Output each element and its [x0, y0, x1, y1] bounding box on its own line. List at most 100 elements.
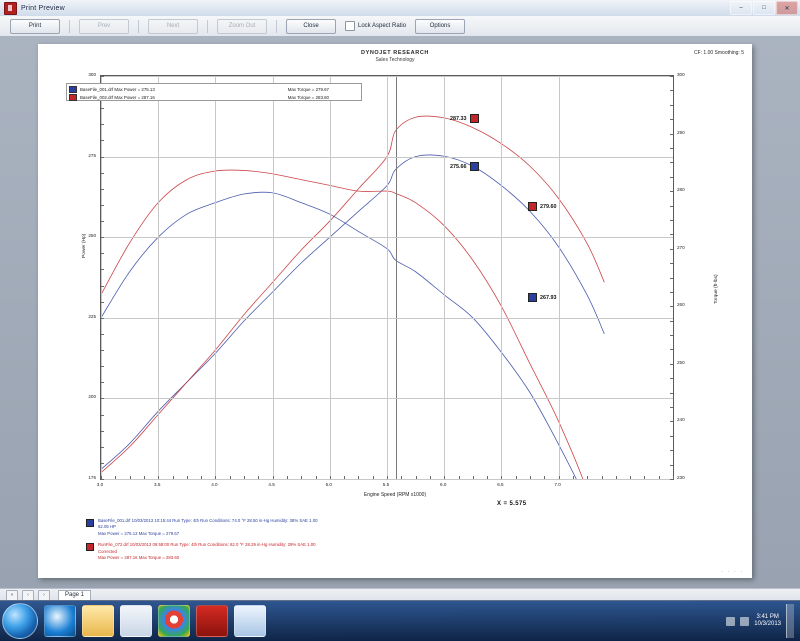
legend-row: BaseFile_001.drf Max Power = 275.13 Max …	[69, 85, 359, 93]
prev-page-nav-button[interactable]: ‹	[22, 589, 34, 601]
first-page-button[interactable]: «	[6, 589, 18, 601]
maximize-button[interactable]: □	[753, 1, 775, 15]
taskbar-dynojet-icon[interactable]	[196, 605, 228, 637]
x-minor-tick	[186, 476, 188, 479]
y-minor-tick-right	[670, 335, 673, 337]
tray-clock[interactable]: 3:41 PM 10/3/2013	[754, 614, 781, 629]
y-minor-tick-left	[101, 350, 104, 352]
options-button[interactable]: Options	[415, 18, 466, 34]
print-preview-window: Print Preview – □ ✕ Print Prev Next Zoom…	[0, 0, 800, 601]
y-minor-tick-left	[101, 317, 104, 319]
x-minor-tick	[372, 476, 374, 479]
x-minor-tick	[515, 476, 517, 479]
x-minor-tick	[143, 476, 145, 479]
lock-aspect-ratio-label: Lock Aspect Ratio	[358, 23, 407, 29]
next-page-button[interactable]: Next	[148, 18, 198, 34]
y-minor-tick-left	[101, 204, 104, 206]
run2-line-3: Max Power = 287.16 Max Torque = 283.60	[98, 555, 180, 561]
taskbar-chrome-icon[interactable]	[158, 605, 190, 637]
x-minor-tick	[415, 476, 417, 479]
tray-network-icon[interactable]	[726, 616, 736, 626]
blue-power-marker	[469, 162, 479, 171]
blue-power-value: 275.66	[450, 163, 467, 170]
minimize-button[interactable]: –	[730, 1, 752, 15]
taskbar-media-player-icon[interactable]	[120, 605, 152, 637]
start-button-icon[interactable]	[2, 603, 38, 639]
checkbox-box[interactable]	[345, 21, 355, 31]
x-minor-tick	[286, 476, 288, 479]
gridline-vertical	[101, 76, 102, 479]
y-minor-tick-right	[670, 435, 673, 437]
printed-page: DYNOJET RESEARCH Sales Technology CF: 1.…	[38, 44, 752, 578]
x-minor-tick	[358, 476, 360, 479]
y-minor-tick-right	[670, 378, 673, 380]
y-minor-tick-left	[101, 398, 104, 400]
report-correction-info: CF: 1.00 Smoothing: 5	[693, 50, 744, 56]
x-tick-label: 5.5	[382, 482, 390, 487]
y-minor-tick-left	[101, 479, 104, 480]
y-tick-label-right: 300	[677, 72, 685, 77]
x-axis-title: Engine Speed (RPM x1000)	[363, 492, 427, 498]
series-power-c4262a	[101, 115, 605, 473]
print-button[interactable]: Print	[10, 18, 60, 34]
legend-run1-power: BaseFile_001.drf Max Power = 275.13	[80, 86, 155, 92]
y-minor-tick-left	[101, 285, 104, 287]
x-tick-label: 3.5	[153, 482, 161, 487]
y-minor-tick-right	[670, 263, 673, 265]
y-tick-label-left: 200	[88, 394, 96, 400]
zoom-out-button[interactable]: Zoom Out	[217, 18, 267, 34]
taskbar-explorer-icon[interactable]	[82, 605, 114, 637]
y-minor-tick-right	[670, 363, 673, 365]
y-minor-tick-left	[101, 301, 104, 303]
y-minor-tick-right	[670, 147, 673, 149]
dyno-plot[interactable]	[100, 75, 674, 480]
toolbar-separator	[276, 19, 277, 33]
preview-scroll-area[interactable]: DYNOJET RESEARCH Sales Technology CF: 1.…	[0, 36, 800, 588]
show-desktop-button[interactable]	[786, 604, 794, 638]
y-minor-tick-left	[101, 414, 104, 416]
toolbar-separator	[138, 19, 139, 33]
gridline-vertical	[501, 76, 503, 479]
gridline-vertical	[329, 76, 331, 479]
x-minor-tick	[215, 476, 217, 479]
x-minor-tick	[458, 476, 460, 479]
y-minor-tick-left	[101, 462, 104, 464]
taskbar-document-icon[interactable]	[234, 605, 266, 637]
x-minor-tick	[201, 476, 203, 479]
y-minor-tick-left	[101, 172, 104, 174]
y-minor-tick-left	[101, 333, 104, 335]
report-title: DYNOJET RESEARCH	[361, 50, 429, 56]
y-minor-tick-right	[670, 291, 673, 293]
close-preview-button[interactable]: Close	[286, 18, 336, 34]
x-minor-tick	[501, 476, 503, 479]
red-power-callout: 287.33	[450, 114, 479, 123]
toolbar-separator	[69, 19, 70, 33]
lock-aspect-ratio-checkbox[interactable]: Lock Aspect Ratio	[345, 21, 406, 31]
run2-line-2: Corrected	[98, 548, 117, 554]
x-minor-tick	[101, 476, 102, 479]
prev-page-button[interactable]: Prev	[79, 18, 129, 34]
y-minor-tick-left	[101, 253, 104, 255]
y-minor-tick-right	[670, 104, 673, 106]
blue-torque-value: 267.93	[540, 294, 557, 301]
window-title-bar[interactable]: Print Preview – □ ✕	[0, 0, 800, 16]
y-minor-tick-right	[670, 349, 673, 351]
y-minor-tick-left	[101, 446, 104, 448]
legend-swatch-run1	[69, 85, 77, 93]
red-torque-callout: 279.60	[528, 202, 557, 211]
x-tick-label: 4.0	[211, 482, 218, 487]
y-tick-label-right: 240	[677, 417, 685, 423]
x-minor-tick	[558, 476, 560, 479]
y-tick-label-right: 270	[677, 244, 685, 250]
x-tick-label: 6.0	[439, 482, 447, 487]
y-minor-tick-left	[101, 156, 104, 158]
taskbar-ie-icon[interactable]	[44, 605, 76, 637]
cursor-line[interactable]	[395, 76, 397, 479]
y-minor-tick-right	[670, 205, 673, 207]
y-minor-tick-left	[101, 76, 104, 77]
y-minor-tick-left	[101, 108, 104, 110]
gridline-horizontal	[101, 398, 673, 400]
tray-volume-icon[interactable]	[740, 616, 750, 626]
close-button[interactable]: ✕	[776, 1, 798, 15]
next-page-nav-button[interactable]: ›	[38, 589, 50, 601]
